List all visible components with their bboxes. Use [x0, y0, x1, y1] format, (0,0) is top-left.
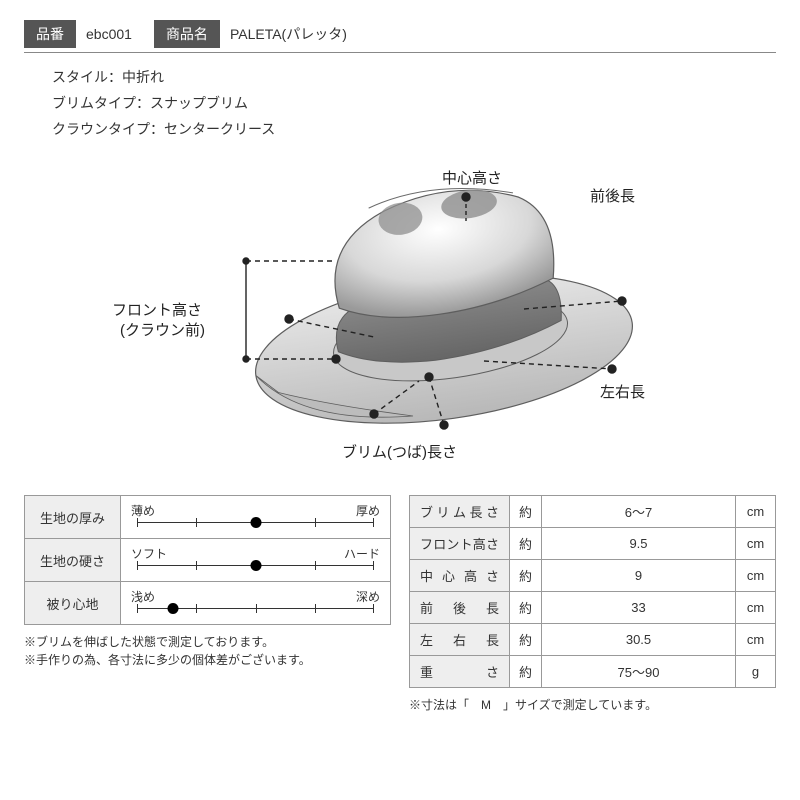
- label-front-height-1: フロント高さ: [112, 299, 202, 320]
- slider-left-label: 薄め: [131, 502, 155, 519]
- spec-row: ブリム長さ 約 6〜7 cm: [410, 496, 776, 528]
- name-value: PALETA(パレッタ): [230, 24, 347, 44]
- slider-label: 被り心地: [25, 582, 121, 625]
- slider-dot: [250, 517, 261, 528]
- spec-row: 中心高さ 約 9 cm: [410, 560, 776, 592]
- slider-row: 生地の厚み 薄め 厚め: [25, 496, 391, 539]
- label-brim-length: ブリム(つば)長さ: [342, 441, 457, 462]
- specs-table: ブリム長さ 約 6〜7 cm フロント高さ 約 9.5 cm 中心高さ 約 9 …: [409, 495, 776, 688]
- style-info: スタイル：中折れ ブリムタイプ：スナップブリム クラウンタイプ：センタークリース: [52, 67, 776, 139]
- specs-column: ブリム長さ 約 6〜7 cm フロント高さ 約 9.5 cm 中心高さ 約 9 …: [409, 495, 776, 714]
- label-front-back: 前後長: [590, 185, 635, 206]
- slider-row: 被り心地 浅め 深め: [25, 582, 391, 625]
- slider-label: 生地の厚み: [25, 496, 121, 539]
- slider-cell: 薄め 厚め: [121, 496, 391, 539]
- footnote-right: ※寸法は「 M 」サイズで測定しています。: [409, 696, 776, 714]
- label-front-height-2: (クラウン前): [120, 319, 205, 340]
- slider-cell: ソフト ハード: [121, 539, 391, 582]
- label-left-right: 左右長: [600, 381, 645, 402]
- spec-row: フロント高さ 約 9.5 cm: [410, 528, 776, 560]
- sliders-column: 生地の厚み 薄め 厚め 生地の硬さ: [24, 495, 391, 669]
- hat-diagram: 中心高さ 前後長 フロント高さ (クラウン前) 左右長 ブリム(つば)長さ: [24, 149, 776, 489]
- slider-right-label: 厚め: [356, 502, 380, 519]
- sku-label: 品番: [24, 20, 76, 48]
- slider-dot: [167, 603, 178, 614]
- slider-right-label: ハード: [344, 545, 380, 562]
- style-line: ブリムタイプ：スナップブリム: [52, 93, 776, 113]
- product-header: 品番 ebc001 商品名 PALETA(パレッタ): [24, 20, 776, 53]
- spec-row: 重さ 約 75〜90 g: [410, 656, 776, 688]
- spec-row: 左右長 約 30.5 cm: [410, 624, 776, 656]
- footnote-left: ※ブリムを伸ばした状態で測定しております。 ※手作りの為、各寸法に多少の個体差が…: [24, 633, 391, 669]
- style-line: スタイル：中折れ: [52, 67, 776, 87]
- label-center-height: 中心高さ: [442, 167, 502, 188]
- slider-dot: [250, 560, 261, 571]
- sku-value: ebc001: [86, 26, 132, 42]
- slider-left-label: 浅め: [131, 588, 155, 605]
- name-label: 商品名: [154, 20, 220, 48]
- bottom-row: 生地の厚み 薄め 厚め 生地の硬さ: [24, 495, 776, 714]
- spec-row: 前後長 約 33 cm: [410, 592, 776, 624]
- style-line: クラウンタイプ：センタークリース: [52, 119, 776, 139]
- sliders-table: 生地の厚み 薄め 厚め 生地の硬さ: [24, 495, 391, 625]
- slider-row: 生地の硬さ ソフト ハード: [25, 539, 391, 582]
- slider-label: 生地の硬さ: [25, 539, 121, 582]
- slider-right-label: 深め: [356, 588, 380, 605]
- slider-cell: 浅め 深め: [121, 582, 391, 625]
- slider-left-label: ソフト: [131, 545, 167, 562]
